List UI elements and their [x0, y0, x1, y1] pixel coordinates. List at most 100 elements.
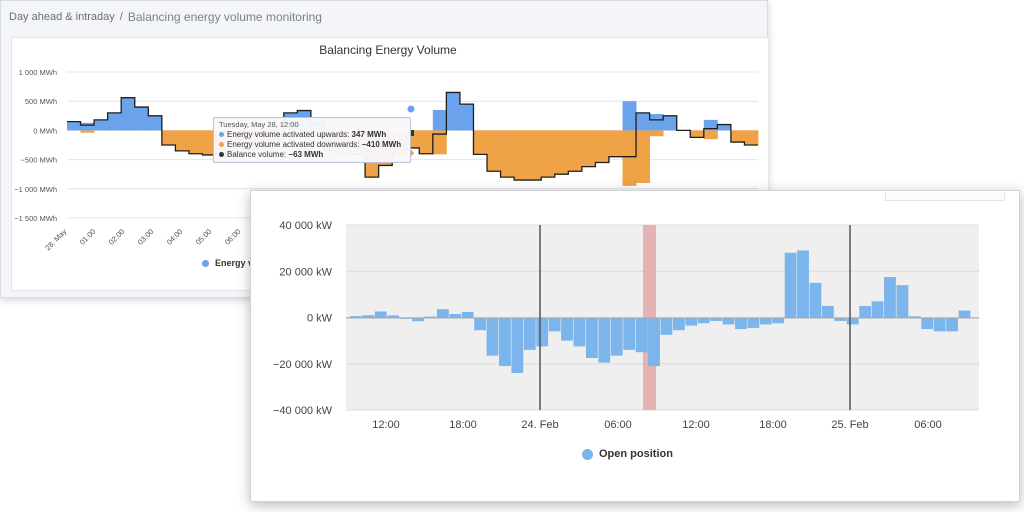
open-position-bar — [821, 305, 834, 318]
open-position-bar — [859, 305, 872, 318]
x-tick-label: 06:00 — [914, 419, 942, 431]
downwards-volume-bar — [487, 130, 501, 172]
y-tick-label: 0 MWh — [33, 126, 57, 135]
open-position-bar — [871, 301, 884, 318]
open-position-bar — [499, 317, 511, 367]
tooltip-date: Tuesday, May 28, 12:00 — [219, 120, 299, 129]
downwards-volume-bar — [80, 130, 95, 133]
open-position-bar — [573, 317, 586, 347]
downwards-volume-bar — [622, 130, 637, 186]
y-tick-label: −1 500 MWh — [14, 214, 57, 223]
breadcrumb-parent-link[interactable]: Day ahead & intraday — [9, 11, 115, 23]
breadcrumb-separator: / — [119, 11, 123, 23]
open-position-bar — [511, 317, 524, 373]
upwards-volume-bar — [107, 112, 122, 131]
upwards-volume-bar — [446, 92, 461, 131]
tooltip-row-downwards: Energy volume activated downwards: −410 … — [219, 140, 405, 150]
toolbar-tab — [885, 192, 1005, 201]
open-position-bar — [424, 316, 437, 318]
open-position-bar — [710, 317, 722, 321]
downwards-volume-bar — [432, 130, 447, 155]
downwards-volume-bar — [202, 130, 217, 155]
chart-title: Balancing Energy Volume — [319, 43, 457, 57]
upwards-hover-marker — [406, 104, 416, 114]
open-position-bar — [846, 317, 859, 325]
open-position-bar — [946, 317, 958, 332]
y-tick-label: −20 000 kW — [273, 359, 333, 371]
downwards-volume-bar — [161, 130, 176, 145]
y-tick-label: 40 000 kW — [279, 220, 332, 232]
open-position-bar — [461, 311, 474, 318]
upwards-volume-bar — [663, 115, 678, 131]
open-position-bar — [585, 317, 598, 358]
x-tick-label: 18:00 — [759, 419, 787, 431]
downwards-volume-bar — [473, 130, 488, 155]
y-tick-label: −500 MWh — [21, 156, 57, 165]
legend-dot-icon — [202, 259, 209, 267]
upwards-volume-bar — [134, 107, 149, 131]
upwards-volume-bar — [717, 124, 732, 131]
downwards-volume-bar — [554, 130, 569, 175]
upwards-volume-bar — [148, 115, 163, 131]
open-position-bar — [660, 317, 673, 335]
downwards-volume-bar — [188, 130, 203, 154]
tooltip-row-upwards: Energy volume activated upwards: 347 MWh — [219, 130, 405, 140]
front-chart-legend[interactable]: Open position — [582, 448, 673, 460]
downwards-volume-bar — [703, 130, 718, 140]
y-tick-label: 0 kW — [307, 313, 333, 325]
open-position-bar — [797, 250, 809, 318]
upwards-volume-bar — [649, 114, 664, 131]
tooltip-row-balance: Balance volume: −63 MWh — [219, 150, 405, 160]
upwards-volume-bar — [67, 121, 81, 131]
open-position-bar — [635, 317, 648, 353]
upwards-volume-bar — [432, 109, 447, 131]
upwards-volume-bar — [703, 119, 718, 131]
open-position-bar — [784, 252, 797, 318]
downwards-dot-icon — [219, 142, 224, 148]
upwards-volume-bar — [459, 104, 474, 131]
open-position-bar — [908, 316, 921, 318]
open-position-bar — [474, 317, 487, 331]
open-position-bar — [834, 317, 847, 321]
balance-dot-icon — [219, 152, 224, 158]
open-position-bar — [772, 317, 785, 324]
open-position-bar — [672, 317, 685, 331]
y-tick-label: 20 000 kW — [279, 266, 332, 278]
breadcrumb: Day ahead & intraday / Balancing energy … — [9, 9, 322, 25]
y-tick-label: 500 MWh — [25, 97, 57, 106]
downwards-volume-bar — [527, 130, 542, 181]
x-tick-label: 24. Feb — [521, 419, 558, 431]
upwards-volume-bar — [121, 97, 136, 131]
downwards-volume-bar — [595, 130, 610, 163]
back-chart-legend[interactable]: Energy volu — [202, 258, 267, 268]
legend-label: Energy volu — [215, 258, 267, 268]
balance-hover-marker — [408, 130, 414, 136]
legend-label: Open position — [599, 448, 673, 460]
downwards-volume-bar — [608, 130, 623, 157]
open-position-bar — [648, 317, 660, 367]
open-position-bar — [921, 317, 934, 330]
open-position-bar — [623, 317, 636, 350]
upwards-volume-bar — [622, 101, 637, 131]
downwards-volume-bar — [514, 130, 529, 181]
downwards-volume-bar — [690, 130, 705, 138]
upwards-volume-bar — [80, 122, 95, 131]
breadcrumb-current: Balancing energy volume monitoring — [127, 10, 322, 24]
x-tick-label: 06:00 — [604, 419, 632, 431]
y-tick-label: −1 000 MWh — [14, 185, 57, 194]
open-position-bar — [548, 317, 561, 332]
downwards-volume-bar — [568, 130, 583, 172]
open-position-bar — [896, 285, 909, 318]
downwards-volume-bar — [649, 130, 664, 137]
open-position-bar — [449, 314, 462, 318]
open-position-bar — [884, 277, 896, 318]
downwards-volume-bar — [636, 130, 651, 183]
upwards-volume-bar — [94, 119, 109, 131]
upwards-volume-bar — [636, 112, 651, 131]
legend-dot-icon — [582, 448, 593, 460]
y-tick-label: −40 000 kW — [273, 405, 333, 417]
open-position-bar — [350, 316, 362, 318]
downwards-volume-bar — [175, 130, 190, 151]
open-position-bar — [722, 317, 735, 325]
